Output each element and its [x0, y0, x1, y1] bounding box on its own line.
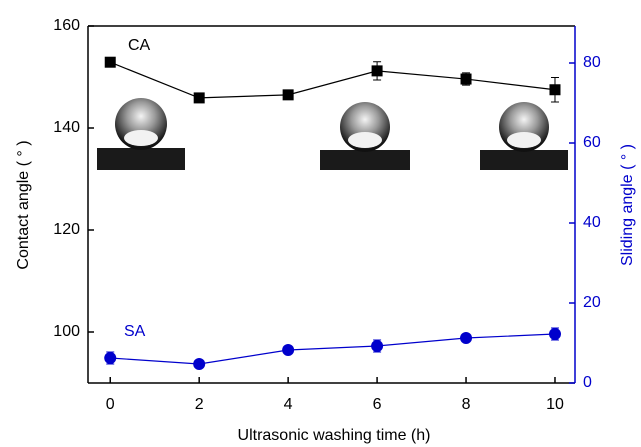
droplet-image: [320, 102, 410, 170]
y2-tick-label: 80: [583, 54, 601, 71]
series-label: SA: [124, 323, 146, 340]
x-tick-label: 0: [106, 396, 115, 413]
x-tick-label: 4: [284, 396, 293, 413]
x-axis-label: Ultrasonic washing time (h): [238, 427, 431, 444]
marker: [193, 358, 205, 370]
y-axis-label: Contact angle ( ° ): [15, 140, 32, 269]
marker: [104, 352, 116, 364]
marker: [194, 92, 205, 103]
series-line: [110, 62, 555, 98]
marker: [371, 340, 383, 352]
marker: [283, 89, 294, 100]
y2-tick-label: 0: [583, 374, 592, 391]
marker: [105, 57, 116, 68]
x-tick-label: 2: [195, 396, 204, 413]
x-tick-label: 10: [546, 396, 564, 413]
marker: [282, 344, 294, 356]
y-tick-label: 160: [53, 17, 80, 34]
marker: [549, 84, 560, 95]
y-tick-label: 140: [53, 119, 80, 136]
y2-tick-label: 60: [583, 134, 601, 151]
series-label: CA: [128, 37, 151, 54]
marker: [549, 328, 561, 340]
y-tick-label: 120: [53, 221, 80, 238]
y2-tick-label: 40: [583, 214, 601, 231]
droplet-image: [97, 98, 185, 170]
x-tick-label: 8: [462, 396, 471, 413]
marker: [460, 332, 472, 344]
series-line: [110, 334, 555, 364]
droplet-images: [97, 98, 568, 170]
y2-axis-label: Sliding angle ( ° ): [619, 144, 636, 266]
marker: [372, 65, 383, 76]
y-tick-label: 100: [53, 323, 80, 340]
droplet-image: [480, 102, 568, 170]
y2-tick-label: 20: [583, 294, 601, 311]
chart: Ultrasonic washing time (h) Contact angl…: [0, 0, 641, 447]
marker: [461, 74, 472, 85]
x-tick-label: 6: [373, 396, 382, 413]
